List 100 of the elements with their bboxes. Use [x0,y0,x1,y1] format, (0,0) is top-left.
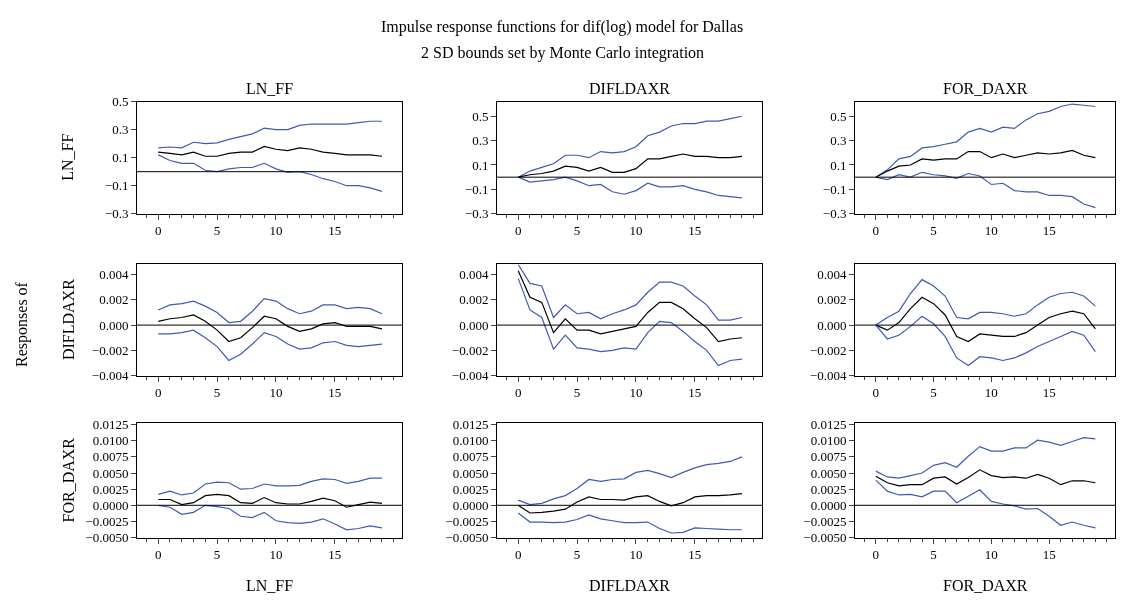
y-tick-label: 0.0050 [452,465,489,481]
y-tick-label: 0.000 [99,317,129,333]
y-tick-label: 0.0025 [452,481,489,497]
y-tick-label: 0.3 [830,133,847,149]
y-tick-label: −0.002 [91,342,129,358]
line-series [517,277,743,367]
y-tick-label: 0.002 [459,292,489,308]
y-tick-label: −0.004 [809,368,847,384]
line-series [875,436,1096,479]
y-tick-label: 0.0075 [810,449,847,465]
y-tick-label: 0.0100 [810,433,847,449]
y-tick-label: 0.0000 [810,497,847,513]
line-series [517,512,743,534]
text: Responses of [13,281,32,367]
y-tick-label: −0.0025 [445,513,489,529]
x-tick-label: 5 [213,385,221,401]
y-tick-label: 0.0025 [92,481,129,497]
chart-title: LN_FF [246,80,294,97]
x-tick-label: 5 [213,223,221,239]
y-tick-label: 0.1 [472,157,489,173]
y-tick-label: −0.1 [104,178,129,194]
y-axis-title: DIFLDAXR [59,278,77,361]
y-tick-label: 0.0125 [810,417,847,433]
x-tick-label: 5 [573,547,581,563]
x-tick-label: 15 [1042,223,1056,239]
x-tick-label: 10 [984,223,998,239]
x-tick-label: 10 [269,547,283,563]
y-tick-label: 0.002 [817,292,847,308]
line-series [157,120,383,149]
x-tick-label: 10 [984,547,998,563]
x-tick-label: 5 [930,223,937,239]
y-tick-label: −0.002 [809,342,847,358]
x-tick-label: 5 [930,385,937,401]
chart-title: DIFLDAXR [589,80,671,97]
x-tick-label: 15 [688,547,702,563]
x-tick-label: 0 [154,223,162,239]
x-tick-label: 0 [872,385,880,401]
x-axis-title: LN_FF [246,577,294,594]
y-tick-label: 0.0050 [810,465,847,481]
y-axis-title: FOR_DAXR [59,437,77,523]
x-axis-title: DIFLDAXR [589,577,671,594]
x-tick-label: 0 [872,547,880,563]
line-series [875,479,1096,529]
y-tick-label: 0.0025 [810,481,847,497]
y-tick-label: 0.0075 [92,449,129,465]
x-tick-label: 15 [328,385,342,401]
y-tick-label: −0.3 [822,206,847,222]
y-tick-label: 0.1 [830,157,847,173]
y-tick-label: 0.000 [817,317,847,333]
y-tick-label: 0.0125 [92,417,129,433]
y-tick-label: 0.3 [472,133,489,149]
x-tick-label: 15 [328,223,342,239]
line-series [875,469,1096,487]
y-tick-label: 0.0125 [452,417,489,433]
y-tick-label: 0.3 [112,122,129,138]
line-series [517,264,743,321]
x-tick-label: 5 [573,385,581,401]
text: 2 SD bounds set by Monte Carlo integration [421,44,705,62]
y-tick-label: 0.002 [99,292,129,308]
y-tick-label: −0.004 [451,368,489,384]
y-tick-label: 0.004 [459,267,489,283]
y-tick-label: −0.3 [464,206,489,222]
y-tick-label: 0.5 [112,94,129,110]
x-tick-label: 0 [514,547,522,563]
y-tick-label: −0.0050 [445,530,489,546]
y-tick-label: 0.0000 [92,497,129,513]
y-tick-label: −0.3 [104,206,129,222]
x-tick-label: 10 [629,547,643,563]
chart-title: FOR_DAXR [943,80,1028,97]
y-tick-label: 0.0000 [452,497,489,513]
x-tick-label: 5 [573,223,581,239]
y-tick-label: 0.004 [99,267,129,283]
x-tick-label: 10 [629,385,643,401]
y-tick-label: 0.0050 [92,465,129,481]
y-tick-label: −0.0050 [85,530,129,546]
y-tick-label: 0.000 [459,317,489,333]
y-tick-label: 0.1 [112,150,129,166]
y-tick-label: −0.002 [451,342,489,358]
text: Impulse response functions for dif(log) model for Dallas [381,18,744,36]
line-series [157,329,383,362]
x-tick-label: 5 [930,547,937,563]
x-tick-label: 10 [984,385,998,401]
y-tick-label: −0.0025 [803,513,847,529]
x-tick-label: 15 [1042,385,1056,401]
x-tick-label: 15 [688,223,702,239]
y-tick-label: 0.004 [817,267,847,283]
x-tick-label: 0 [872,223,880,239]
y-tick-label: −0.1 [822,181,847,197]
x-tick-label: 10 [629,223,643,239]
x-tick-label: 10 [269,385,283,401]
y-tick-label: −0.0025 [85,513,129,529]
x-tick-label: 0 [514,385,522,401]
line-series [157,297,383,324]
line-series [157,477,383,496]
y-tick-label: 0.0075 [452,449,489,465]
x-axis-title: FOR_DAXR [943,577,1028,594]
y-tick-label: −0.0050 [803,530,847,546]
y-tick-label: −0.004 [91,368,129,384]
y-tick-label: 0.0100 [92,433,129,449]
line-series [517,456,743,506]
